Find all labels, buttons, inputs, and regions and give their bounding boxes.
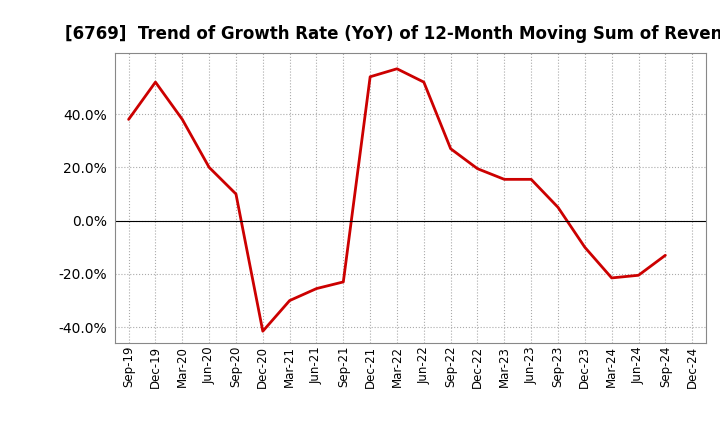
Title: [6769]  Trend of Growth Rate (YoY) of 12-Month Moving Sum of Revenues: [6769] Trend of Growth Rate (YoY) of 12-…	[66, 25, 720, 43]
